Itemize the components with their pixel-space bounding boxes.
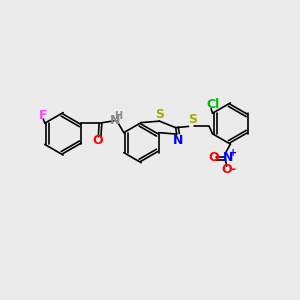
Text: N: N xyxy=(223,151,233,164)
Text: -: - xyxy=(230,163,235,176)
Text: S: S xyxy=(188,113,197,127)
Text: H: H xyxy=(114,110,122,121)
Text: O: O xyxy=(221,163,232,176)
Text: N: N xyxy=(173,134,183,147)
Text: O: O xyxy=(92,134,103,147)
Text: Cl: Cl xyxy=(206,98,219,111)
Text: +: + xyxy=(229,148,237,158)
Text: S: S xyxy=(155,108,164,121)
Text: N: N xyxy=(110,114,121,127)
Text: O: O xyxy=(208,151,219,164)
Text: F: F xyxy=(39,109,48,122)
